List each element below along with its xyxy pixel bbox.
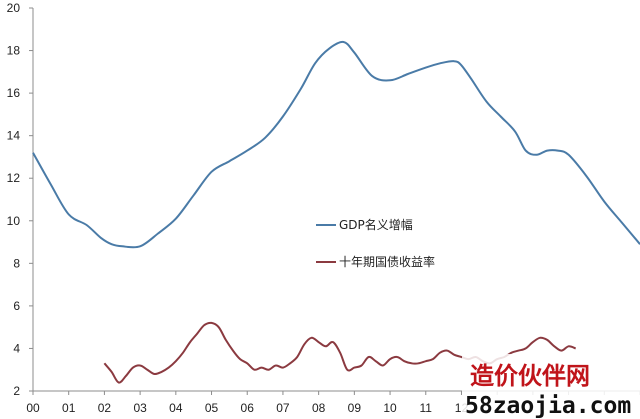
x-tick-label: 02: [98, 401, 112, 415]
x-tick-label: 08: [312, 401, 326, 415]
y-tick-label: 4: [13, 341, 20, 355]
x-tick-label: 06: [241, 401, 255, 415]
y-tick-label: 20: [7, 1, 21, 15]
watermark-url-text: 58zaojia.com: [465, 393, 631, 419]
x-tick-label: 10: [383, 401, 397, 415]
legend-label-bond: 十年期国债收益率: [339, 254, 435, 269]
y-tick-label: 12: [7, 171, 21, 185]
x-tick-label: 11: [420, 401, 433, 415]
legend-item-bond: 十年期国债收益率: [316, 254, 435, 269]
y-tick-label: 2: [13, 384, 20, 398]
y-tick-label: 18: [7, 44, 21, 58]
legend-label-gdp: GDP名义增幅: [339, 217, 413, 232]
x-tick-label: 07: [276, 401, 290, 415]
x-tick-label: 00: [26, 401, 40, 415]
series-line-gdp: [32, 40, 640, 249]
series-lines: [32, 40, 640, 384]
legend: GDP名义增幅 十年期国债收益率: [316, 217, 435, 269]
x-tick-label: 04: [169, 401, 183, 415]
x-tick-label: 01: [62, 401, 76, 415]
y-tick-label: 6: [13, 299, 20, 313]
y-axis: 2 4 6 8 10 12 14 16 18 20: [7, 1, 34, 398]
x-tick-label: 03: [133, 401, 147, 415]
y-tick-label: 14: [7, 129, 21, 143]
watermark-brand-text: 造价伙伴网: [470, 362, 590, 390]
y-tick-label: 8: [13, 256, 20, 270]
legend-item-gdp: GDP名义增幅: [316, 217, 413, 232]
y-tick-label: 16: [7, 86, 21, 100]
y-ticks: 2 4 6 8 10 12 14 16 18 20: [7, 1, 33, 398]
x-tick-label: 05: [205, 401, 219, 415]
x-tick-label: 09: [348, 401, 362, 415]
watermark-background: [462, 354, 640, 419]
watermark: 造价伙伴网 58zaojia.com: [462, 354, 640, 419]
y-tick-label: 10: [7, 214, 21, 228]
